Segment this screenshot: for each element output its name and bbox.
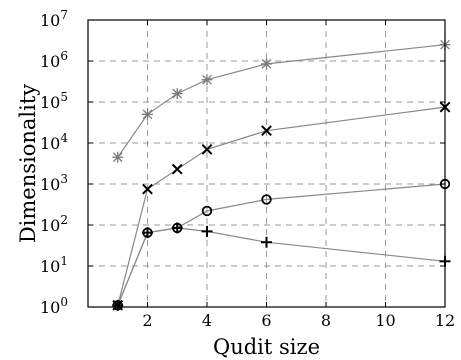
asterisk-marker-stroke xyxy=(261,59,272,69)
axis-ticks xyxy=(88,19,446,308)
asterisk-series-line xyxy=(117,44,446,158)
x-axis-title: Qudit size xyxy=(213,335,320,359)
x-tick-label: 2 xyxy=(142,311,152,330)
x-tick-label: 10 xyxy=(375,311,395,330)
circle-marker xyxy=(201,205,213,217)
circle-series-line xyxy=(117,183,446,306)
cross-marker xyxy=(142,183,153,195)
cross-series-line xyxy=(117,106,446,306)
cross-marker xyxy=(201,143,213,155)
plus-marker xyxy=(261,236,272,248)
asterisk-marker-stroke xyxy=(112,152,123,163)
circle-marker xyxy=(261,194,272,205)
y-tick-label: 106 xyxy=(40,49,68,71)
grid xyxy=(88,20,446,307)
y-tick-label: 101 xyxy=(40,254,68,276)
cross-marker xyxy=(171,163,183,175)
plus-marker xyxy=(142,227,153,239)
x-tick-label: 6 xyxy=(261,311,271,330)
y-tick-label: 105 xyxy=(40,90,68,112)
x-tick-label: 8 xyxy=(321,311,331,330)
y-tick-label: 104 xyxy=(40,131,68,153)
x-tick-label: 12 xyxy=(435,311,455,330)
asterisk-marker xyxy=(261,58,272,70)
y-tick-label: 107 xyxy=(40,8,68,30)
y-axis-title: Dimensionality xyxy=(16,84,40,243)
plus-series-line xyxy=(117,227,446,306)
x-tick-labels: 2 4 6 8 10 12 xyxy=(142,311,455,330)
asterisk-marker-stroke xyxy=(202,74,212,85)
cross-marker-stroke xyxy=(201,143,213,155)
series-lines xyxy=(117,44,446,306)
y-tick-label: 102 xyxy=(40,213,68,235)
y-tick-labels: 100 101 102 103 104 105 106 107 xyxy=(40,8,68,317)
cross-marker-stroke xyxy=(261,125,272,137)
asterisk-marker xyxy=(112,151,124,163)
cross-marker-stroke xyxy=(171,163,183,175)
cross-marker xyxy=(261,125,272,137)
plus-marker xyxy=(112,299,124,311)
asterisk-marker-stroke xyxy=(142,109,153,120)
x-tick-label: 4 xyxy=(202,311,212,330)
asterisk-marker xyxy=(171,88,183,100)
plus-marker xyxy=(171,222,183,234)
y-tick-label: 103 xyxy=(40,172,68,194)
y-tick-label: 100 xyxy=(40,295,68,317)
asterisk-marker xyxy=(201,74,213,86)
asterisk-marker xyxy=(142,108,153,120)
cross-marker-stroke xyxy=(142,183,153,195)
plus-marker xyxy=(201,225,213,237)
series-markers xyxy=(112,39,451,311)
asterisk-marker-stroke xyxy=(172,88,183,99)
